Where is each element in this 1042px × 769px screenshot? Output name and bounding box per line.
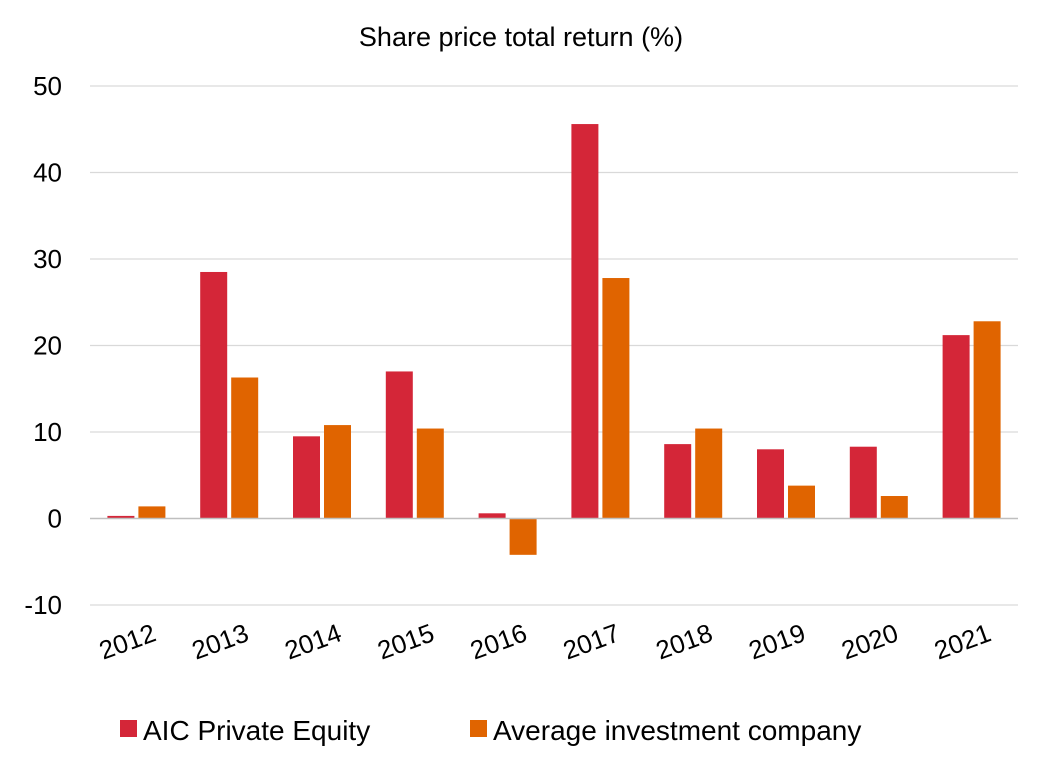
y-tick-label: 30 xyxy=(33,244,62,274)
bar-aic-private-equity xyxy=(571,124,599,519)
bar-average-investment-company xyxy=(602,278,630,519)
bar-average-investment-company xyxy=(231,377,259,519)
legend-label: Average investment company xyxy=(493,715,861,746)
x-tick-label: 2017 xyxy=(559,618,624,666)
bar-aic-private-equity xyxy=(107,515,135,519)
x-tick-label: 2021 xyxy=(930,618,995,666)
x-tick-label: 2018 xyxy=(652,618,717,666)
y-tick-label: 50 xyxy=(33,71,62,101)
bar-aic-private-equity xyxy=(478,513,506,519)
y-tick-label: 0 xyxy=(48,504,62,534)
bar-aic-private-equity xyxy=(664,444,692,519)
bar-aic-private-equity xyxy=(942,335,970,519)
bar-average-investment-company xyxy=(416,428,444,519)
bar-average-investment-company xyxy=(138,506,166,519)
x-tick-label: 2012 xyxy=(95,618,160,666)
x-tick-label: 2016 xyxy=(466,618,531,666)
bar-average-investment-company xyxy=(880,496,908,519)
x-tick-label: 2014 xyxy=(281,618,346,666)
legend: AIC Private Equity Average investment com… xyxy=(120,715,861,746)
bar-average-investment-company xyxy=(695,428,723,519)
x-tick-label: 2013 xyxy=(188,618,253,666)
y-tick-label: 40 xyxy=(33,158,62,188)
x-tick-label: 2020 xyxy=(837,618,902,666)
bar-average-investment-company xyxy=(788,485,815,519)
bar-aic-private-equity xyxy=(293,436,320,519)
bar-average-investment-company xyxy=(509,518,537,555)
gridlines xyxy=(90,85,1018,606)
y-axis-tick-labels: -10 0 10 20 30 40 50 xyxy=(24,71,62,620)
chart-title: Share price total return (%) xyxy=(359,22,683,52)
x-axis-tick-labels: 2012 2013 2014 2015 2016 2017 2018 2019 2020 2021 xyxy=(95,618,995,666)
bar-average-investment-company xyxy=(324,425,351,519)
bars xyxy=(107,124,1001,555)
bar-aic-private-equity xyxy=(849,446,877,519)
bar-average-investment-company xyxy=(973,321,1001,519)
x-tick-label: 2015 xyxy=(373,618,438,666)
x-tick-label: 2019 xyxy=(745,618,810,666)
legend-swatch xyxy=(470,720,487,737)
legend-label: AIC Private Equity xyxy=(143,715,370,746)
bar-aic-private-equity xyxy=(385,371,413,519)
y-tick-label: 10 xyxy=(33,417,62,447)
y-tick-label: 20 xyxy=(33,331,62,361)
bar-aic-private-equity xyxy=(757,449,784,519)
bar-aic-private-equity xyxy=(200,271,228,519)
y-tick-label: -10 xyxy=(24,590,62,620)
legend-swatch xyxy=(120,720,137,737)
